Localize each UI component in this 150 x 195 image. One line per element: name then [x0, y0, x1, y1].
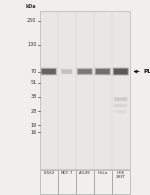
Bar [58, 170, 76, 194]
Text: 250: 250 [27, 19, 36, 23]
FancyBboxPatch shape [77, 68, 92, 75]
Text: MCF-7: MCF-7 [61, 171, 73, 175]
Bar [40, 11, 130, 169]
Text: 28: 28 [30, 109, 36, 113]
Text: HeLa: HeLa [98, 171, 108, 175]
Text: kDa: kDa [26, 4, 36, 9]
FancyBboxPatch shape [40, 67, 57, 75]
Text: A-549: A-549 [79, 171, 91, 175]
Text: PLK1: PLK1 [143, 69, 150, 74]
FancyBboxPatch shape [114, 69, 128, 74]
FancyBboxPatch shape [62, 70, 72, 74]
Text: 19: 19 [30, 123, 36, 128]
FancyBboxPatch shape [61, 69, 73, 74]
Text: 38: 38 [30, 94, 36, 99]
FancyBboxPatch shape [115, 110, 126, 113]
Text: HEK
293T: HEK 293T [116, 171, 126, 179]
FancyBboxPatch shape [41, 68, 56, 75]
FancyBboxPatch shape [112, 67, 129, 76]
Bar [76, 170, 94, 194]
Bar [40, 170, 58, 194]
FancyBboxPatch shape [61, 69, 72, 74]
FancyBboxPatch shape [96, 69, 110, 74]
Bar [94, 170, 112, 194]
FancyBboxPatch shape [114, 110, 127, 113]
Text: 70: 70 [30, 69, 36, 74]
FancyBboxPatch shape [115, 104, 127, 107]
FancyBboxPatch shape [115, 98, 127, 101]
FancyBboxPatch shape [114, 97, 127, 101]
Text: 130: 130 [27, 42, 36, 47]
FancyBboxPatch shape [94, 67, 111, 75]
FancyBboxPatch shape [114, 103, 128, 108]
Text: K-562: K-562 [43, 171, 54, 175]
FancyBboxPatch shape [78, 69, 92, 74]
FancyBboxPatch shape [114, 97, 128, 102]
FancyBboxPatch shape [95, 68, 110, 75]
FancyBboxPatch shape [113, 68, 128, 75]
Text: 16: 16 [30, 130, 36, 135]
FancyBboxPatch shape [76, 68, 93, 75]
FancyBboxPatch shape [42, 69, 56, 74]
Text: 51: 51 [30, 80, 36, 85]
FancyBboxPatch shape [114, 104, 127, 107]
Bar [112, 170, 130, 194]
Bar [40, 11, 130, 169]
FancyBboxPatch shape [115, 110, 127, 113]
